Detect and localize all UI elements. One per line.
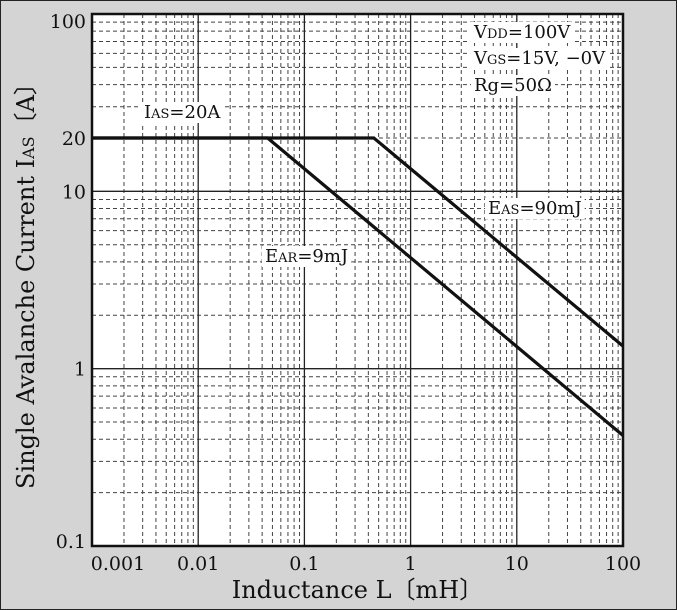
x-tick-label: 1 — [405, 553, 417, 575]
y-tick-label: 0.1 — [56, 531, 86, 553]
x-tick-label: 0.001 — [91, 553, 145, 575]
condition-rg: Rg=50Ω — [474, 75, 552, 96]
annotation-backdrop — [470, 48, 610, 69]
annotation-backdrop — [262, 246, 352, 267]
annotation-backdrop — [470, 22, 575, 43]
series-layer — [92, 136, 625, 437]
x-axis-label: Inductance L〔mH〕 — [232, 576, 484, 604]
x-tick-labels: 0.001 0.01 0.1 1 10 100 — [91, 553, 641, 575]
x-tick-label: 0.01 — [177, 553, 219, 575]
y-axis-label: Single Avalanche Current IAS〔A〕 — [12, 71, 40, 489]
series-line-ear — [92, 136, 625, 437]
y-tick-label: 20 — [62, 128, 86, 150]
ear-annotation: EAR=9mJ — [265, 246, 348, 267]
annotation-backdrop — [485, 198, 585, 219]
ias-annotation: IAS=20A — [144, 102, 221, 123]
x-tick-label: 0.1 — [289, 553, 319, 575]
annotation-backdrop — [471, 75, 555, 96]
plot-border — [90, 12, 625, 548]
y-tick-label: 10 — [62, 181, 86, 203]
annotation-backdrop — [141, 102, 225, 123]
y-tick-labels: 0.1 1 10 20 100 — [50, 11, 86, 553]
condition-vdd: VDD=100V — [473, 22, 571, 43]
y-tick-label: 1 — [74, 359, 86, 381]
x-tick-label: 100 — [605, 553, 641, 575]
x-tick-label: 10 — [505, 553, 529, 575]
y-tick-label: 100 — [50, 11, 86, 33]
eas-annotation: EAS=90mJ — [488, 198, 582, 219]
condition-vgs: VGS=15V, −0V — [473, 48, 606, 69]
